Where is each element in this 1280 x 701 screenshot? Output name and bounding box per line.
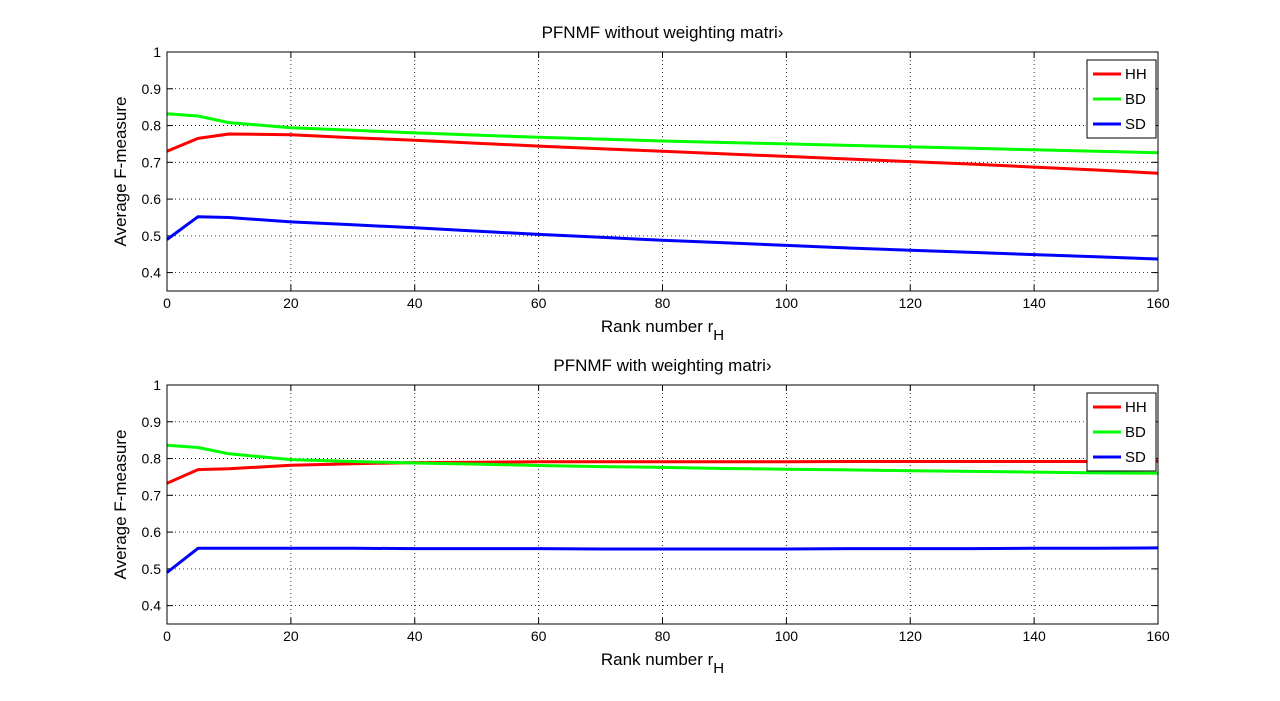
y-tick-label: 0.6 — [142, 191, 162, 207]
legend: HH BD SD — [1086, 392, 1157, 472]
y-tick-label: 0.5 — [142, 561, 162, 577]
y-tick-label: 0.6 — [142, 524, 162, 540]
x-tick-label: 120 — [899, 295, 923, 311]
y-axis-label: Average F-measure — [111, 430, 130, 580]
x-tick-label: 40 — [407, 628, 423, 644]
x-tick-label: 80 — [655, 628, 671, 644]
y-axis-label: Average F-measure — [111, 97, 130, 247]
legend-label-sd: SD — [1125, 449, 1146, 466]
legend-label-bd: BD — [1125, 424, 1146, 441]
chart-title: PFNMF with weighting matri› — [553, 356, 771, 375]
y-tick-label: 0.7 — [142, 487, 162, 503]
series-line-bd — [166, 112, 1159, 155]
legend-label-hh: HH — [1125, 399, 1147, 416]
x-axis-label: Rank number rH — [601, 317, 724, 344]
x-tick-label: 140 — [1022, 295, 1046, 311]
legend-label-bd: BD — [1125, 91, 1146, 108]
x-tick-label: 80 — [655, 295, 671, 311]
x-tick-label: 160 — [1146, 628, 1170, 644]
y-tick-label: 0.9 — [142, 81, 162, 97]
x-tick-label: 120 — [899, 628, 923, 644]
y-tick-label: 0.4 — [142, 598, 162, 614]
y-tick-label: 0.7 — [142, 154, 162, 170]
chart-title: PFNMF without weighting matri› — [542, 23, 784, 42]
x-tick-label: 40 — [407, 295, 423, 311]
plot-area — [167, 52, 1158, 291]
y-tick-label: 0.4 — [142, 265, 162, 281]
y-tick-label: 0.8 — [142, 118, 162, 134]
y-tick-label: 1 — [153, 44, 161, 60]
y-tick-label: 0.5 — [142, 228, 162, 244]
x-axis-label: Rank number rH — [601, 650, 724, 677]
legend-label-hh: HH — [1125, 66, 1147, 83]
x-tick-label: 0 — [163, 295, 171, 311]
axes-frame — [166, 51, 1159, 292]
axes-frame — [166, 384, 1159, 625]
x-tick-label: 60 — [531, 628, 547, 644]
plot-area — [167, 385, 1158, 624]
subplot-2: 0 20 40 60 80 100 120 140 160 0.4 0.5 0.6 0.7 0.8 0.9 1… — [111, 356, 1170, 677]
series-line-hh — [166, 459, 1159, 485]
y-tick-label: 1 — [153, 377, 161, 393]
series-line-sd — [166, 546, 1159, 574]
x-tick-label: 140 — [1022, 628, 1046, 644]
subplot-1: 0 20 40 60 80 100 120 140 160 0.4 0.5 0.6 0.7 0.8 0.9 1… — [111, 23, 1170, 344]
x-tick-label: 0 — [163, 628, 171, 644]
series-line-hh — [166, 132, 1159, 175]
x-tick-label: 160 — [1146, 295, 1170, 311]
y-tick-label: 0.8 — [142, 451, 162, 467]
series-line-bd — [166, 443, 1159, 475]
x-tick-label: 60 — [531, 295, 547, 311]
x-tick-label: 100 — [775, 295, 799, 311]
y-tick-label: 0.9 — [142, 414, 162, 430]
legend: HH BD SD — [1086, 59, 1157, 139]
x-tick-label: 100 — [775, 628, 799, 644]
x-tick-label: 20 — [283, 628, 299, 644]
series-line-sd — [166, 215, 1159, 261]
legend-label-sd: SD — [1125, 116, 1146, 133]
x-tick-label: 20 — [283, 295, 299, 311]
